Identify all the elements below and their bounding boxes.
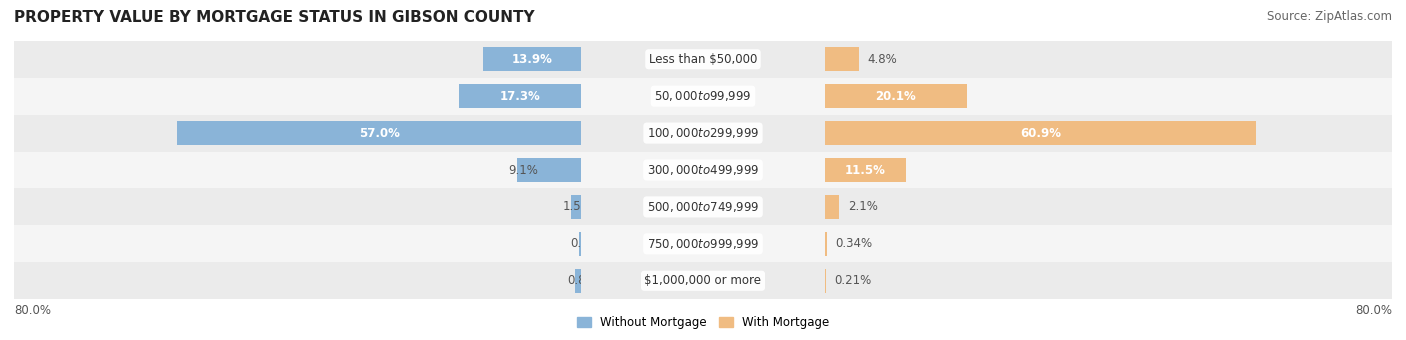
- Text: 20.1%: 20.1%: [876, 90, 917, 103]
- Text: Less than $50,000: Less than $50,000: [648, 53, 758, 66]
- Bar: [582, 152, 824, 188]
- Bar: [824, 47, 859, 71]
- Text: 13.9%: 13.9%: [512, 53, 553, 66]
- Bar: [824, 232, 827, 256]
- Bar: [14, 262, 582, 299]
- Text: PROPERTY VALUE BY MORTGAGE STATUS IN GIBSON COUNTY: PROPERTY VALUE BY MORTGAGE STATUS IN GIB…: [14, 10, 534, 25]
- Text: $100,000 to $299,999: $100,000 to $299,999: [647, 126, 759, 140]
- Bar: [582, 262, 824, 299]
- Text: 0.38%: 0.38%: [571, 237, 607, 250]
- Bar: [824, 269, 827, 293]
- Text: 2.1%: 2.1%: [848, 200, 877, 214]
- Text: $500,000 to $749,999: $500,000 to $749,999: [647, 200, 759, 214]
- Text: $750,000 to $999,999: $750,000 to $999,999: [647, 237, 759, 251]
- Bar: [582, 41, 824, 78]
- Text: 80.0%: 80.0%: [1355, 304, 1392, 317]
- Bar: [14, 115, 582, 152]
- Legend: Without Mortgage, With Mortgage: Without Mortgage, With Mortgage: [572, 312, 834, 334]
- Text: $300,000 to $499,999: $300,000 to $499,999: [647, 163, 759, 177]
- Bar: [14, 225, 582, 262]
- Bar: [582, 78, 824, 115]
- Bar: [14, 152, 582, 188]
- Text: $1,000,000 or more: $1,000,000 or more: [644, 274, 762, 287]
- Bar: [824, 262, 1392, 299]
- Bar: [824, 225, 1392, 262]
- Bar: [582, 115, 824, 152]
- Text: Source: ZipAtlas.com: Source: ZipAtlas.com: [1267, 10, 1392, 23]
- Bar: [482, 47, 582, 71]
- Bar: [458, 84, 582, 108]
- Text: $50,000 to $99,999: $50,000 to $99,999: [654, 89, 752, 103]
- Bar: [824, 121, 1257, 145]
- Text: 0.85%: 0.85%: [567, 274, 605, 287]
- Bar: [582, 225, 824, 262]
- Bar: [824, 41, 1392, 78]
- Text: 80.0%: 80.0%: [14, 304, 51, 317]
- Bar: [824, 195, 839, 219]
- Text: 4.8%: 4.8%: [868, 53, 897, 66]
- Bar: [824, 188, 1392, 225]
- Text: 17.3%: 17.3%: [499, 90, 540, 103]
- Text: 57.0%: 57.0%: [359, 126, 399, 140]
- Bar: [582, 188, 824, 225]
- Bar: [579, 232, 582, 256]
- Text: 60.9%: 60.9%: [1019, 126, 1062, 140]
- Bar: [14, 188, 582, 225]
- Bar: [824, 158, 905, 182]
- Bar: [177, 121, 582, 145]
- Bar: [575, 269, 582, 293]
- Bar: [517, 158, 582, 182]
- Bar: [824, 152, 1392, 188]
- Bar: [14, 41, 582, 78]
- Text: 11.5%: 11.5%: [845, 164, 886, 176]
- Text: 0.21%: 0.21%: [835, 274, 872, 287]
- Bar: [824, 84, 967, 108]
- Bar: [571, 195, 582, 219]
- Bar: [824, 115, 1392, 152]
- Bar: [824, 78, 1392, 115]
- Text: 9.1%: 9.1%: [509, 164, 538, 176]
- Text: 1.5%: 1.5%: [562, 200, 592, 214]
- Text: 0.34%: 0.34%: [835, 237, 873, 250]
- Bar: [14, 78, 582, 115]
